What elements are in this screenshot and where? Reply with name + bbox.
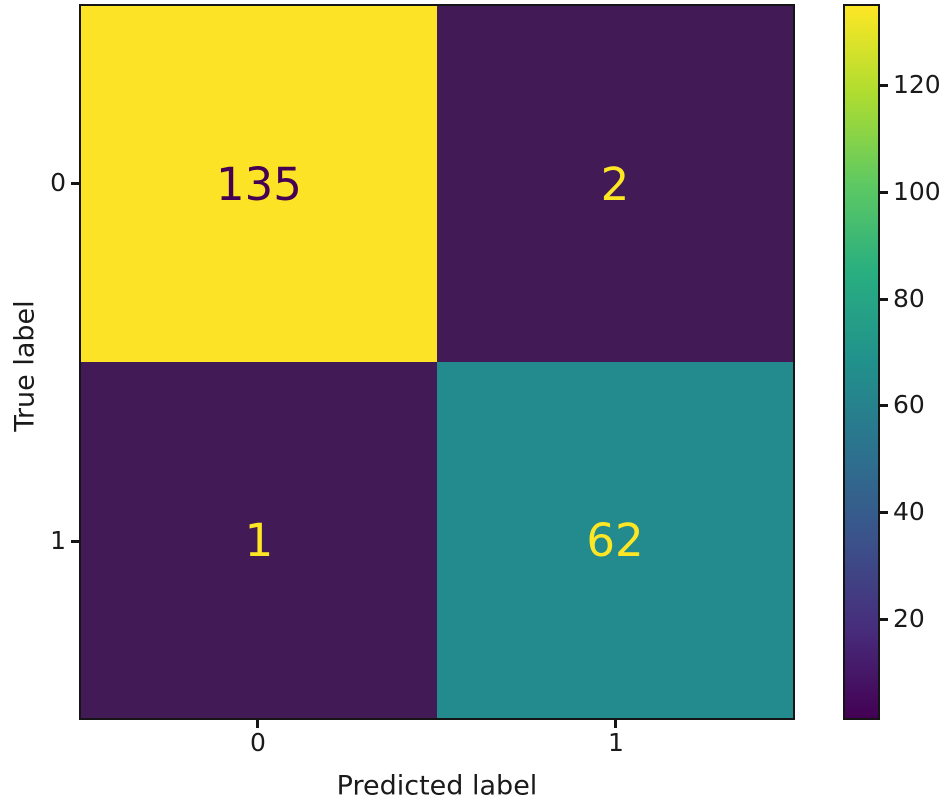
colorbar-tick-mark-100 — [880, 191, 888, 194]
y-tick-mark-1 — [71, 540, 79, 543]
colorbar-tick-label-120: 120 — [893, 70, 941, 99]
colorbar-tick-mark-80 — [880, 298, 888, 301]
y-tick-mark-0 — [71, 182, 79, 185]
x-tick-label-0: 0 — [250, 728, 266, 757]
cell-true0-pred0: 135 — [81, 6, 437, 362]
colorbar-tick-label-20: 20 — [893, 604, 925, 633]
colorbar-tick-label-80: 80 — [893, 284, 925, 313]
cell-value-true1-pred1: 62 — [586, 513, 644, 567]
heatmap-plot: 135 2 1 62 — [79, 4, 795, 720]
x-axis-label: Predicted label — [336, 770, 538, 802]
x-tick-mark-1 — [614, 720, 617, 728]
colorbar-tick-label-100: 100 — [893, 177, 941, 206]
cell-value-true0-pred1: 2 — [600, 157, 630, 211]
colorbar-tick-mark-40 — [880, 511, 888, 514]
colorbar — [843, 4, 880, 720]
colorbar-tick-label-40: 40 — [893, 497, 925, 526]
colorbar-tick-label-60: 60 — [893, 390, 925, 419]
x-tick-label-1: 1 — [608, 728, 624, 757]
cell-value-true0-pred0: 135 — [216, 157, 302, 211]
colorbar-tick-mark-20 — [880, 618, 888, 621]
x-tick-mark-0 — [256, 720, 259, 728]
y-axis-label: True label — [9, 300, 41, 432]
colorbar-tick-mark-120 — [880, 84, 888, 87]
cell-true0-pred1: 2 — [437, 6, 793, 362]
cell-true1-pred1: 62 — [437, 362, 793, 718]
cell-true1-pred0: 1 — [81, 362, 437, 718]
cell-value-true1-pred0: 1 — [244, 513, 274, 567]
y-tick-label-0: 0 — [50, 168, 66, 197]
y-tick-label-1: 1 — [50, 526, 66, 555]
colorbar-tick-mark-60 — [880, 404, 888, 407]
